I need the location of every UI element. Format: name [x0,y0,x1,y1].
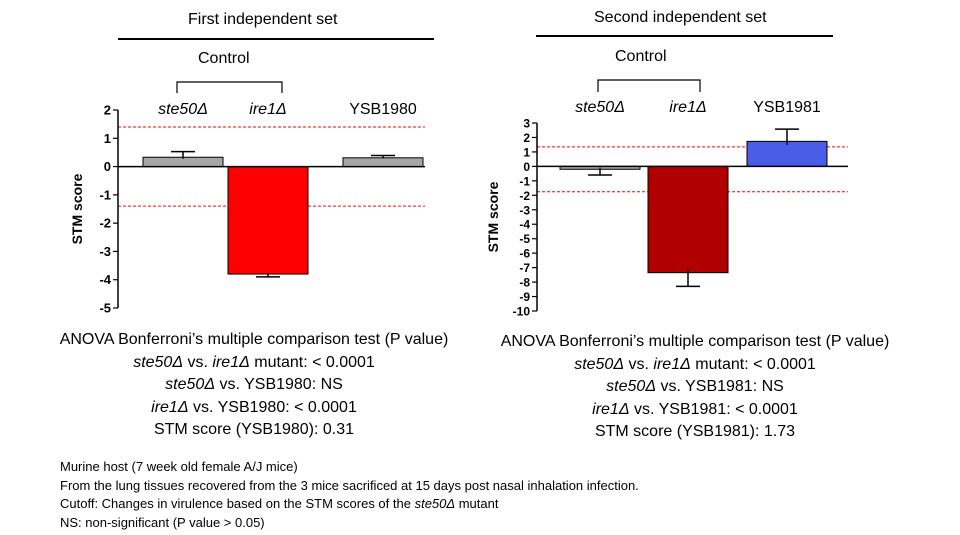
stats-1-line-4: STM score (YSB1980): 0.31 [153,421,355,438]
stats-2-line-2: ste50Δ vs. YSB1981: NS [606,378,784,395]
y-tick-label: 3 [523,117,530,131]
control-bracket [176,81,283,93]
category-label-0: ste50Δ [158,101,208,118]
footnote-host: Murine host (7 week old female A/J mice) [60,459,298,474]
panel-1-control-label: Control [198,50,250,67]
y-tick-label: -1 [99,187,111,202]
control-bracket [597,79,701,92]
footnotes: Murine host (7 week old female A/J mice)… [60,458,639,532]
stats-2-line-1: ste50Δ vs. ire1Δ mutant: < 0.0001 [574,355,816,373]
category-label-2: YSB1981 [753,99,821,116]
footnote-tissue: From the lung tissues recovered from the… [60,477,639,493]
panel-2-stats: ANOVA Bonferroni’s multiple comparison t… [487,331,903,444]
y-tick-label: -1 [519,174,530,188]
category-label-0: ste50Δ [575,99,625,116]
y-axis-label: STM score [69,173,85,244]
stats-1-line-3: ire1Δ vs. YSB1980: < 0.0001 [151,398,357,416]
y-tick-label: -7 [519,261,530,275]
bar-2 [746,140,828,167]
y-tick-label: -3 [519,203,530,217]
y-tick-label: 0 [104,159,111,174]
bar-1 [647,165,729,274]
panel-2-title-rule [536,35,833,37]
chart-1: 2 1 0 -1 -2 -3 -4 -5 ste50Δ ire1Δ YSB1980 STM score [69,81,425,316]
y-tick-label: 1 [104,131,111,146]
y-tick-label: 1 [523,145,530,159]
stats-1-line-2: ste50Δ vs. YSB1980: NS [165,376,343,393]
panel-1-title-rule [118,38,434,40]
y-tick-label: -8 [519,276,530,290]
footnote-cutoff: Cutoff: Changes in virulence based on th… [60,496,499,511]
y-tick-label: -10 [513,305,531,319]
panel-1-title: First independent set [188,11,338,28]
y-axis-label: STM score [485,181,501,252]
y-tick-label: -4 [99,272,111,287]
y-tick-label: -9 [519,290,530,304]
category-label-1: ire1Δ [669,99,706,116]
y-tick-label: -2 [99,216,111,231]
y-tick-label: -2 [519,189,530,203]
bar-1 [227,166,309,275]
stats-2-title: ANOVA Bonferroni’s multiple comparison t… [500,333,890,350]
y-tick-label: -3 [99,244,111,259]
stats-2-line-3: ire1Δ vs. YSB1981: < 0.0001 [592,400,798,418]
stats-1-line-1: ste50Δ vs. ire1Δ mutant: < 0.0001 [133,353,375,371]
y-tick-label: -6 [519,247,530,261]
panel-2-control-label: Control [615,48,667,65]
stats-2-line-4: STM score (YSB1981): 1.73 [594,423,796,440]
footnote-ns: NS: non-significant (P value > 0.05) [60,514,265,530]
category-label-1: ire1Δ [249,101,286,118]
y-tick-label: 2 [104,103,111,118]
bar-2 [342,157,424,168]
y-tick-label: 0 [523,160,530,174]
y-tick-label: -5 [519,232,530,246]
stats-1-title: ANOVA Bonferroni’s multiple comparison t… [59,331,449,348]
y-tick-label: 2 [523,131,530,145]
panel-1-stats: ANOVA Bonferroni’s multiple comparison t… [46,329,462,442]
y-tick-label: -5 [99,301,111,316]
category-label-2: YSB1980 [349,101,417,118]
panel-2-title: Second independent set [594,9,767,26]
y-tick-label: -4 [519,218,530,232]
